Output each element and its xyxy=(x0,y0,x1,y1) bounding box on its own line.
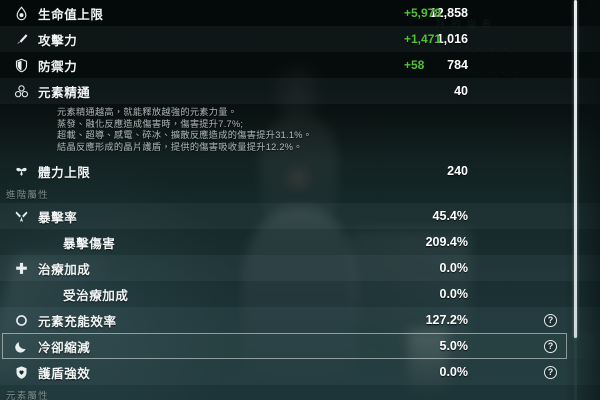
attribute-value: 0.0% xyxy=(439,261,469,276)
attribute-label: 體力上限 xyxy=(38,165,91,180)
attribute-row-energy-recharge[interactable]: 元素充能效率 127.2% ? xyxy=(0,307,600,334)
section-label: 元素屬性 xyxy=(6,390,49,400)
attack-sword-icon xyxy=(13,31,30,48)
no-icon-placeholder xyxy=(13,286,30,303)
defense-shield-icon xyxy=(13,57,30,74)
description-line-3: 超載、超導、感電、碎冰、擴散反應造成的傷害提升31.1%。 xyxy=(57,130,313,141)
attribute-row-crit-rate[interactable]: 暴擊率 45.4% xyxy=(0,203,600,230)
section-label: 進階屬性 xyxy=(6,189,49,201)
help-icon[interactable]: ? xyxy=(544,339,557,353)
help-icon[interactable]: ? xyxy=(544,365,557,379)
attribute-value: 240 xyxy=(447,164,468,179)
description-line-4: 結晶反應形成的晶片護盾，提供的傷害吸收量提升12.2%。 xyxy=(57,141,303,152)
attribute-row-defense[interactable]: 防禦力 784 +58 xyxy=(0,52,600,78)
attribute-value: 5.0% xyxy=(439,339,469,354)
description-line-2: 蒸發、融化反應造成傷害時，傷害提升7.7%; xyxy=(57,118,244,129)
attribute-label: 元素精通 xyxy=(38,85,91,100)
attribute-row-attack[interactable]: 攻擊力 1,016 +1,471 xyxy=(0,26,600,52)
attribute-row-shield-strength[interactable]: 護盾強效 0.0% ? xyxy=(0,359,600,386)
attribute-value: 40 xyxy=(454,84,468,98)
attribute-label: 冷卻縮減 xyxy=(38,340,91,355)
attribute-label: 暴擊傷害 xyxy=(63,236,116,251)
attribute-value: 127.2% xyxy=(425,313,468,328)
attribute-bonus: +58 xyxy=(404,58,425,72)
attribute-row-elemental-mastery[interactable]: 元素精通 40 xyxy=(0,78,600,104)
elemental-mastery-icon xyxy=(13,83,30,100)
attribute-label: 治療加成 xyxy=(38,262,91,277)
energy-recharge-icon xyxy=(13,312,30,329)
attribute-row-incoming-healing-bonus[interactable]: 受治療加成 0.0% xyxy=(0,281,600,307)
elemental-mastery-description: 元素精通越高，就能釋放越強的元素力量。 蒸發、融化反應造成傷害時，傷害提升7.7… xyxy=(0,104,600,158)
attribute-label: 防禦力 xyxy=(38,59,78,74)
shield-strength-icon xyxy=(13,364,30,381)
attribute-label: 生命值上限 xyxy=(38,7,104,22)
attribute-row-max-stamina[interactable]: 體力上限 240 xyxy=(0,158,600,184)
healing-bonus-icon xyxy=(13,260,30,277)
attribute-value: 0.0% xyxy=(439,365,469,380)
attribute-row-healing-bonus[interactable]: 治療加成 0.0% xyxy=(0,255,600,282)
attribute-value: 12,858 xyxy=(429,6,468,20)
attribute-row-max-hp[interactable]: 生命值上限 12,858 +5,978 xyxy=(0,0,600,26)
description-line-1: 元素精通越高，就能釋放越強的元素力量。 xyxy=(57,107,238,117)
cooldown-reduction-icon xyxy=(13,338,30,355)
vertical-scrollbar-thumb[interactable] xyxy=(574,0,577,338)
attribute-value: 209.4% xyxy=(425,235,468,250)
attribute-bonus: +5,978 xyxy=(404,6,442,20)
attribute-label: 護盾強效 xyxy=(38,366,91,381)
attribute-row-cooldown-reduction[interactable]: 冷卻縮減 5.0% ? xyxy=(0,333,600,360)
hp-droplet-icon xyxy=(13,5,30,22)
attribute-row-crit-damage[interactable]: 暴擊傷害 209.4% xyxy=(0,229,600,255)
stamina-wing-icon xyxy=(13,163,30,180)
no-icon-placeholder xyxy=(13,234,30,251)
attribute-value: 45.4% xyxy=(432,209,468,224)
attribute-label: 元素充能效率 xyxy=(38,314,117,329)
attribute-label: 受治療加成 xyxy=(63,288,129,303)
section-header-advanced: 進階屬性 xyxy=(0,184,600,203)
attribute-value: 0.0% xyxy=(439,287,469,302)
attribute-bonus: +1,471 xyxy=(404,32,442,46)
attribute-label: 暴擊率 xyxy=(38,210,78,225)
crit-rate-icon xyxy=(13,208,30,225)
attribute-label: 攻擊力 xyxy=(38,33,78,48)
attribute-value: 1,016 xyxy=(436,32,468,46)
attribute-value: 784 xyxy=(447,58,468,72)
help-icon[interactable]: ? xyxy=(544,313,557,327)
section-header-elemental: 元素屬性 xyxy=(0,385,600,400)
